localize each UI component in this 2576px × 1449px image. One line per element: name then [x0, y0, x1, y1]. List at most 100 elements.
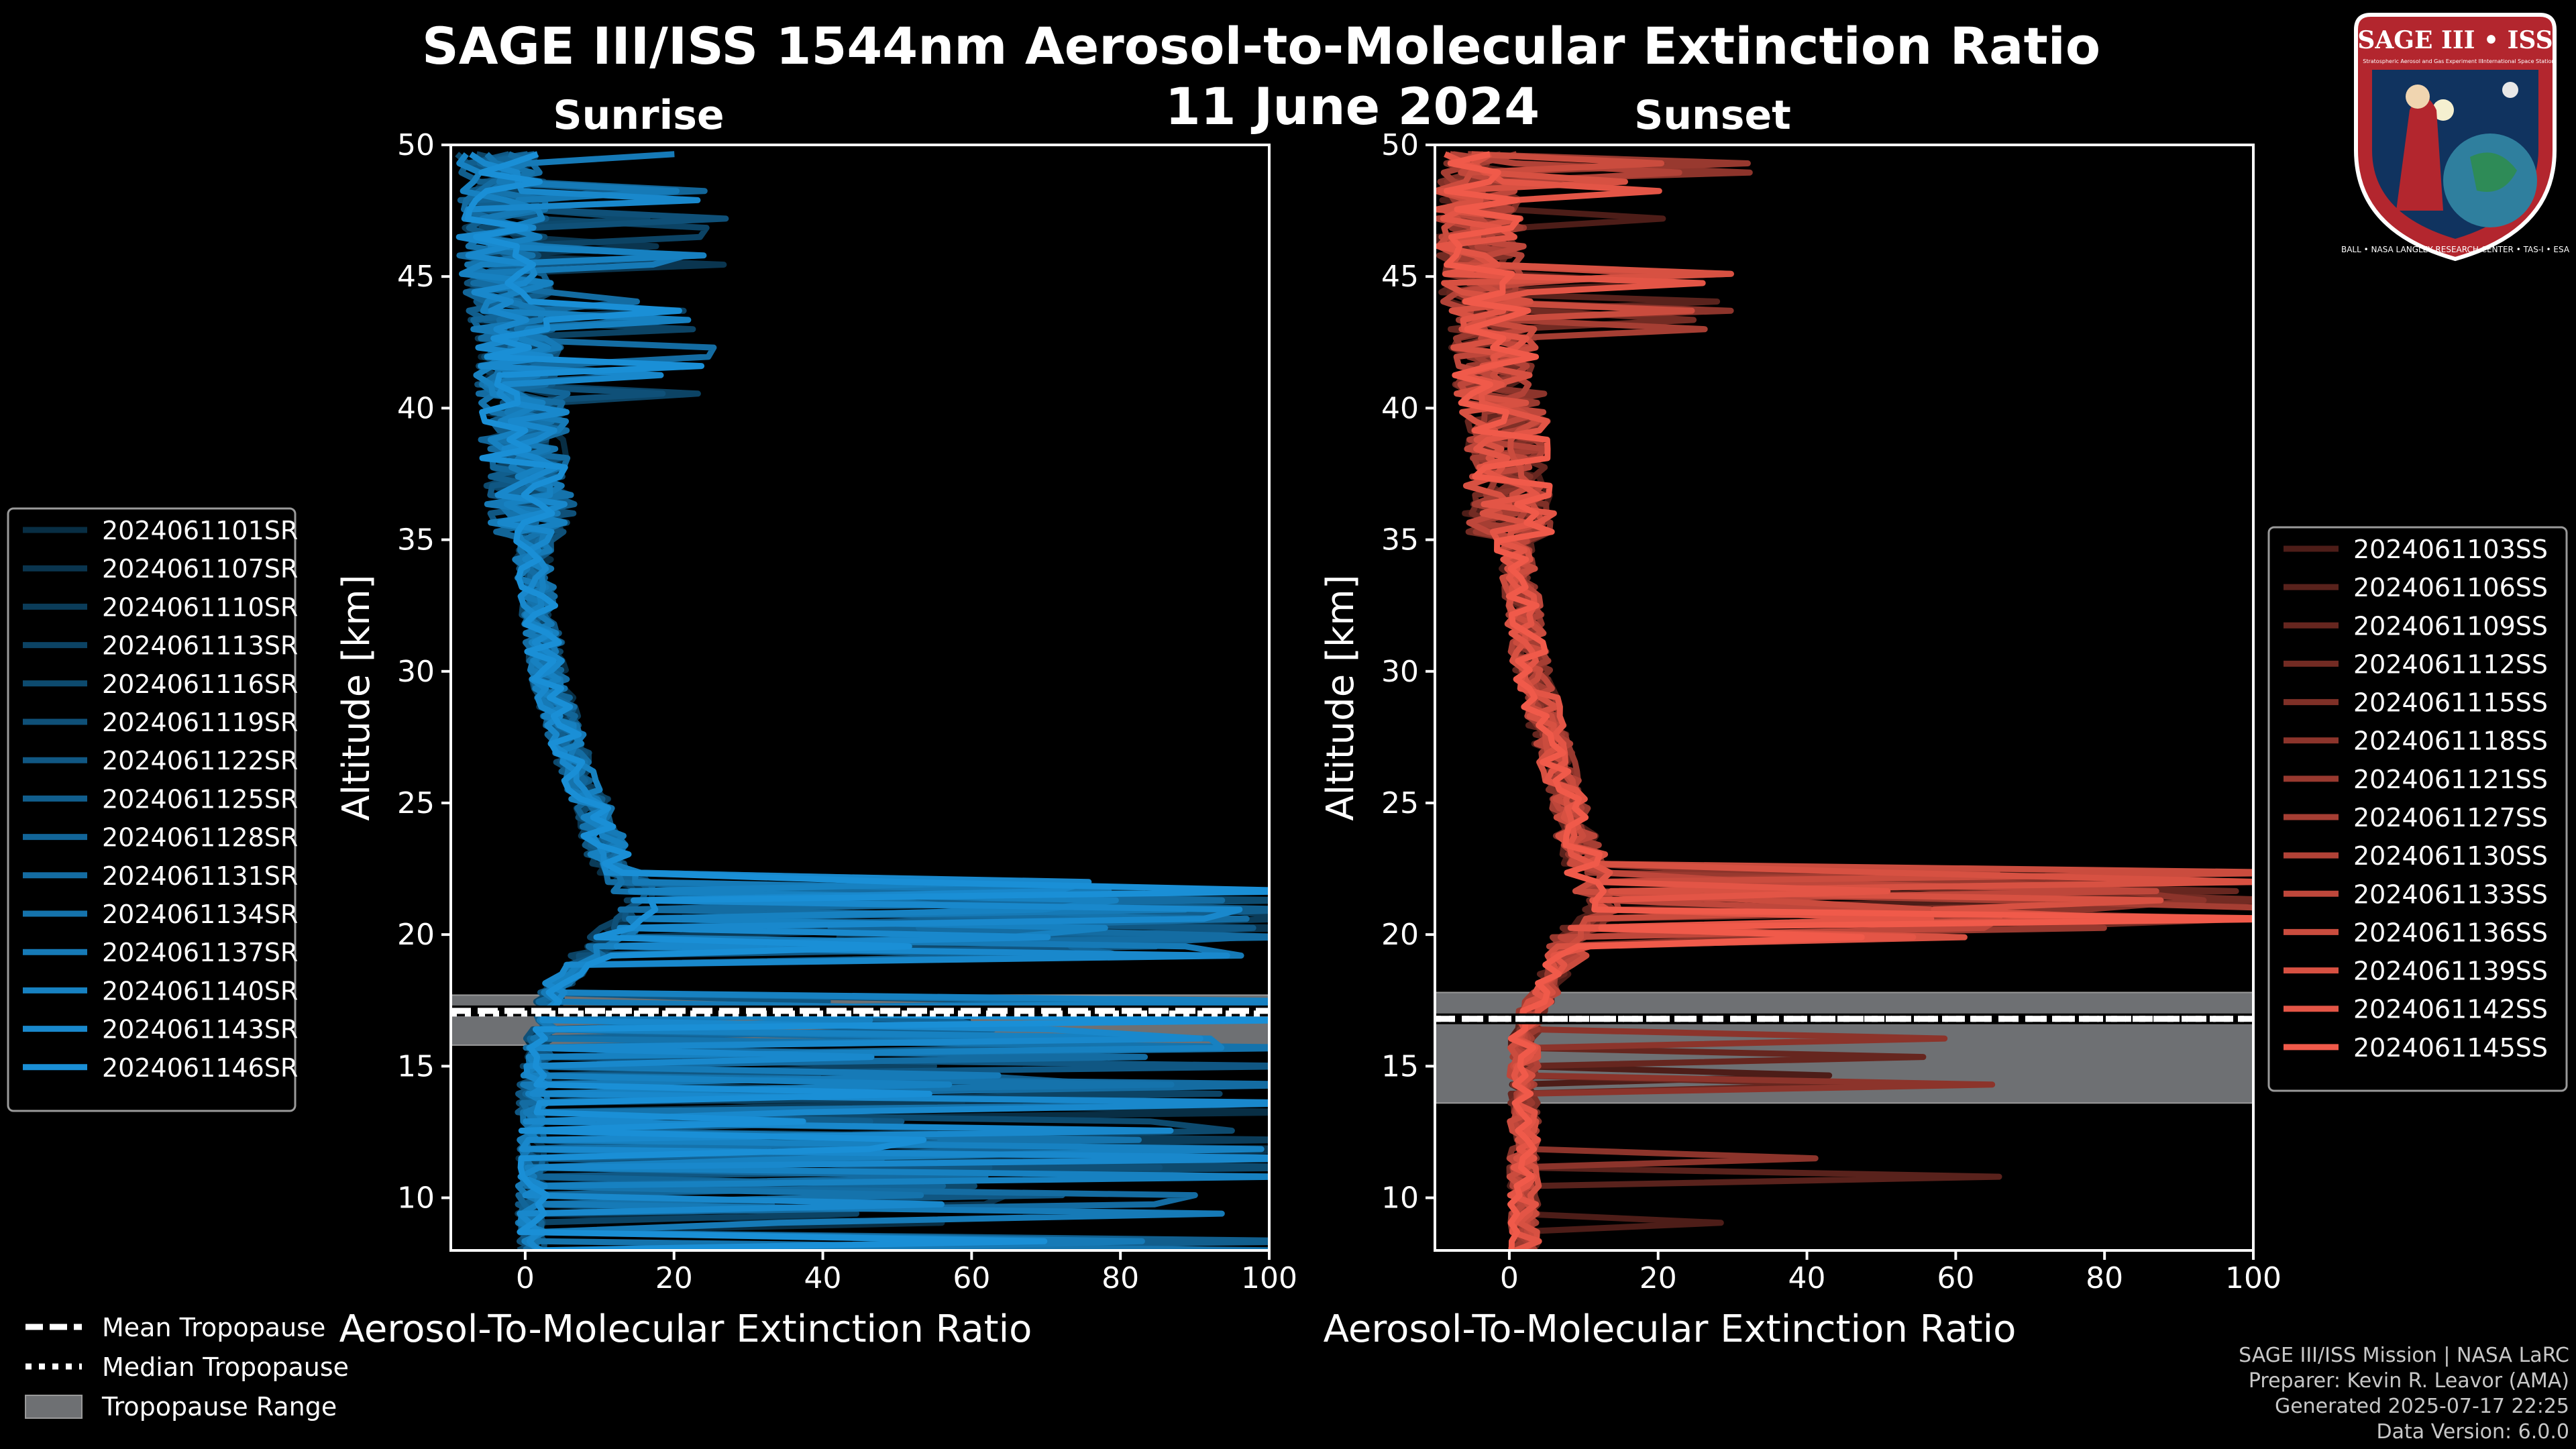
- y-axis-label: Altitude [km]: [335, 574, 378, 820]
- profile-line-2024061137SR: [464, 151, 1244, 1250]
- logo-figure-head: [2406, 85, 2430, 109]
- legend-label-2024061109SS: 2024061109SS: [2353, 611, 2548, 641]
- legend-label-2024061101SR: 2024061101SR: [102, 516, 298, 545]
- y-tick-label: 25: [397, 786, 435, 820]
- footer-mission: SAGE III/ISS Mission | NASA LaRC: [2239, 1344, 2569, 1367]
- legend-label-2024061115SS: 2024061115SS: [2353, 688, 2548, 718]
- legend-label-2024061107SR: 2024061107SR: [102, 554, 298, 584]
- x-axis-label: Aerosol-To-Molecular Extinction Ratio: [339, 1307, 1032, 1351]
- legend-label-2024061122SR: 2024061122SR: [102, 746, 298, 775]
- y-tick-label: 15: [397, 1049, 435, 1083]
- legend-label-2024061121SS: 2024061121SS: [2353, 765, 2548, 794]
- legend-label-2024061131SR: 2024061131SR: [102, 861, 298, 891]
- figure-title: SAGE III/ISS 1544nm Aerosol-to-Molecular…: [422, 16, 2100, 76]
- x-tick-label: 60: [953, 1261, 990, 1295]
- x-tick-label: 40: [804, 1261, 842, 1295]
- legend-label-2024061140SR: 2024061140SR: [102, 976, 298, 1006]
- figure-footer: SAGE III/ISS Mission | NASA LaRC Prepare…: [2239, 1343, 2569, 1445]
- legend-frame: [7, 507, 297, 1112]
- sunrise-legend: 2024061101SR 2024061107SR 2024061110SR 2024…: [7, 507, 298, 1112]
- legend-label-2024061136SS: 2024061136SS: [2353, 918, 2548, 947]
- legend-label-2024061130SS: 2024061130SS: [2353, 841, 2548, 871]
- profile-line-2024061142SS: [1435, 151, 1935, 1250]
- legend-label-2024061127SS: 2024061127SS: [2353, 803, 2548, 833]
- legend-label-2024061125SR: 2024061125SR: [102, 784, 298, 814]
- mean-tropopause-label: Mean Tropopause: [102, 1313, 325, 1342]
- y-tick-label: 25: [1381, 786, 1419, 820]
- x-tick-label: 80: [1102, 1261, 1139, 1295]
- y-tick-label: 30: [397, 655, 435, 689]
- plot-frame: [1434, 144, 2255, 1252]
- logo-ring-text: BALL • NASA LANGLEY RESEARCH CENTER • TA…: [2341, 245, 2570, 254]
- x-tick-label: 100: [2225, 1261, 2282, 1295]
- x-tick-label: 20: [655, 1261, 693, 1295]
- legend-label-2024061116SR: 2024061116SR: [102, 669, 298, 699]
- y-tick-label: 35: [397, 523, 435, 557]
- y-axis-label: Altitude [km]: [1319, 574, 1362, 820]
- legend-label-2024061113SR: 2024061113SR: [102, 631, 298, 661]
- legend-label-2024061106SS: 2024061106SS: [2353, 573, 2548, 602]
- x-tick-label: 100: [1241, 1261, 1297, 1295]
- sage-iii-iss-logo: SAGE III • ISS Stratospheric Aerosol and…: [2341, 13, 2570, 262]
- sunset-legend: 2024061103SS 2024061106SS 2024061109SS 2024…: [2267, 526, 2568, 1092]
- logo-continent: [2470, 152, 2517, 192]
- plot-content: [1435, 151, 2253, 1250]
- y-tick-label: 20: [397, 918, 435, 952]
- legend-label-2024061143SR: 2024061143SR: [102, 1015, 298, 1044]
- legend-label-2024061145SS: 2024061145SS: [2353, 1033, 2548, 1063]
- y-tick-label: 15: [1381, 1049, 1419, 1083]
- legend-label-2024061110SR: 2024061110SR: [102, 592, 298, 622]
- y-tick-label: 50: [397, 128, 435, 162]
- footer-version: Data Version: 6.0.0: [2376, 1420, 2569, 1444]
- legend-label-2024061128SR: 2024061128SR: [102, 823, 298, 853]
- x-axis-label: Aerosol-To-Molecular Extinction Ratio: [1324, 1307, 2017, 1351]
- legend-label-2024061112SS: 2024061112SS: [2353, 649, 2548, 679]
- tropopause-range-label: Tropopause Range: [101, 1392, 337, 1421]
- legend-label-2024061139SS: 2024061139SS: [2353, 957, 2548, 986]
- profile-line-2024061146SR: [464, 151, 1269, 1250]
- y-tick-label: 40: [397, 391, 435, 425]
- legend-label-2024061133SS: 2024061133SS: [2353, 879, 2548, 909]
- plot-content: [451, 151, 1269, 1250]
- legend-label-2024061146SR: 2024061146SR: [102, 1053, 298, 1083]
- x-tick-label: 0: [516, 1261, 535, 1295]
- x-tick-label: 80: [2086, 1261, 2123, 1295]
- tropopause-range-swatch: [25, 1395, 83, 1419]
- x-tick-label: 40: [1788, 1261, 1826, 1295]
- y-tick-label: 20: [1381, 918, 1419, 952]
- legend-label-2024061134SR: 2024061134SR: [102, 900, 298, 929]
- footer-generated: Generated 2025-07-17 22:25: [2274, 1395, 2569, 1418]
- y-tick-label: 40: [1381, 391, 1419, 425]
- y-tick-label: 35: [1381, 523, 1419, 557]
- figure-date: 11 June 2024: [1165, 76, 1540, 136]
- legend-label-2024061103SS: 2024061103SS: [2353, 535, 2548, 564]
- panel-title: Sunset: [1634, 92, 1791, 139]
- y-tick-label: 10: [397, 1181, 435, 1216]
- logo-satellite: [2502, 82, 2518, 98]
- x-tick-label: 0: [1500, 1261, 1519, 1295]
- legend-label-2024061118SS: 2024061118SS: [2353, 727, 2548, 756]
- logo-title: SAGE III • ISS: [2357, 26, 2553, 54]
- x-tick-label: 20: [1640, 1261, 1677, 1295]
- tropopause-legend: Mean Tropopause Median Tropopause Tropop…: [25, 1313, 349, 1421]
- y-tick-label: 45: [397, 260, 435, 294]
- legend-label-2024061119SR: 2024061119SR: [102, 708, 298, 737]
- sunset-panel: 0 20 40 60 80 100 10 15 20 25 30 35 40 45 50 Sunset Aero…: [1319, 92, 2282, 1351]
- panel-title: Sunrise: [553, 92, 724, 139]
- x-tick-label: 60: [1937, 1261, 1974, 1295]
- legend-label-2024061142SS: 2024061142SS: [2353, 995, 2548, 1024]
- logo-subtitle-right: International Space Station: [2482, 58, 2555, 64]
- median-tropopause-label: Median Tropopause: [102, 1352, 349, 1382]
- y-tick-label: 10: [1381, 1181, 1419, 1216]
- y-tick-label: 30: [1381, 655, 1419, 689]
- y-tick-label: 45: [1381, 260, 1419, 294]
- y-tick-label: 50: [1381, 128, 1419, 162]
- logo-moon: [2432, 99, 2454, 121]
- logo-subtitle-left: Stratospheric Aerosol and Gas Experiment…: [2363, 58, 2483, 64]
- profile-line-2024061145SS: [1444, 151, 2253, 1250]
- footer-preparer: Preparer: Kevin R. Leavor (AMA): [2248, 1369, 2569, 1393]
- sunrise-panel: 0 20 40 60 80 100 10 15 20 25 30 35 40 45 50 Sunrise Aer…: [335, 92, 1297, 1351]
- legend-frame: [2267, 526, 2568, 1092]
- plot-frame: [449, 144, 1271, 1252]
